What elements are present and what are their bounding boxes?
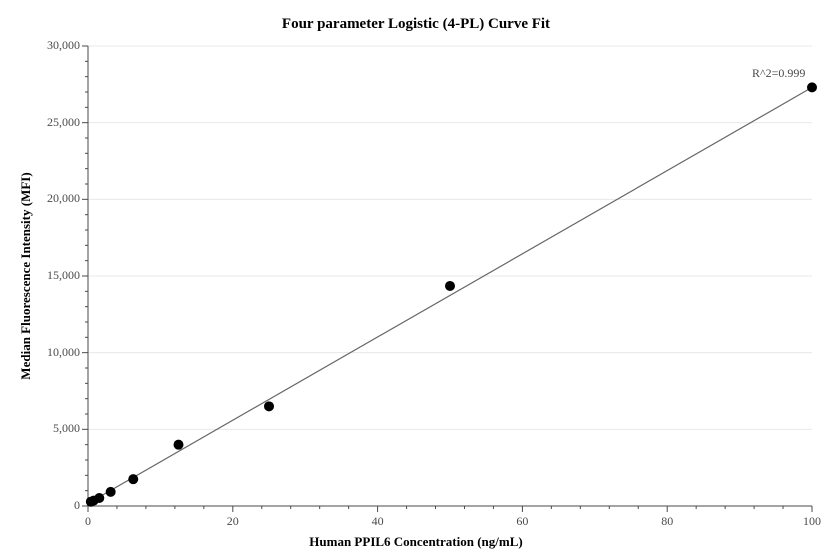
y-tick-label: 25,000 (30, 115, 80, 130)
x-tick-label: 40 (358, 514, 398, 529)
x-tick-label: 20 (213, 514, 253, 529)
y-tick-label: 10,000 (30, 345, 80, 360)
x-tick-label: 0 (68, 514, 108, 529)
x-tick-label: 100 (792, 514, 832, 529)
x-tick-label: 80 (647, 514, 687, 529)
y-tick-label: 15,000 (30, 268, 80, 283)
y-tick-label: 20,000 (30, 191, 80, 206)
plot-svg (0, 0, 832, 560)
chart-container: Four parameter Logistic (4-PL) Curve Fit… (0, 0, 832, 560)
y-tick-label: 0 (30, 498, 80, 513)
x-tick-label: 60 (502, 514, 542, 529)
y-tick-label: 5,000 (30, 421, 80, 436)
y-tick-label: 30,000 (30, 38, 80, 53)
